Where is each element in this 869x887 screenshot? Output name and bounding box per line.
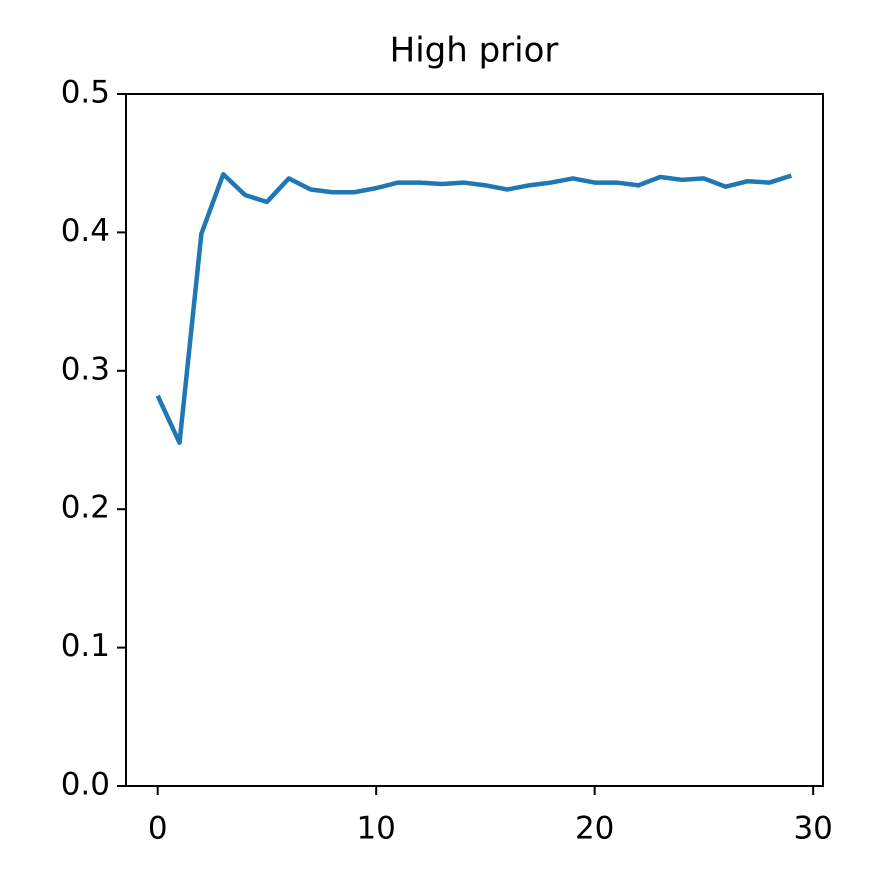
y-tick-label: 0.3 [61,351,110,387]
plot-frame [125,93,824,787]
data-line [155,172,792,446]
y-tick-label: 0.4 [61,213,110,249]
x-tick-label: 30 [793,811,832,847]
y-tick-label: 0.2 [61,490,110,526]
x-tick-label: 20 [575,811,614,847]
x-tick-label: 10 [356,811,395,847]
y-tick-label: 0.1 [61,628,110,664]
chart-title: High prior [390,31,559,71]
x-tick-label: 0 [148,811,168,847]
y-tick-label: 0.5 [61,75,110,111]
y-tick-label: 0.0 [61,767,110,803]
